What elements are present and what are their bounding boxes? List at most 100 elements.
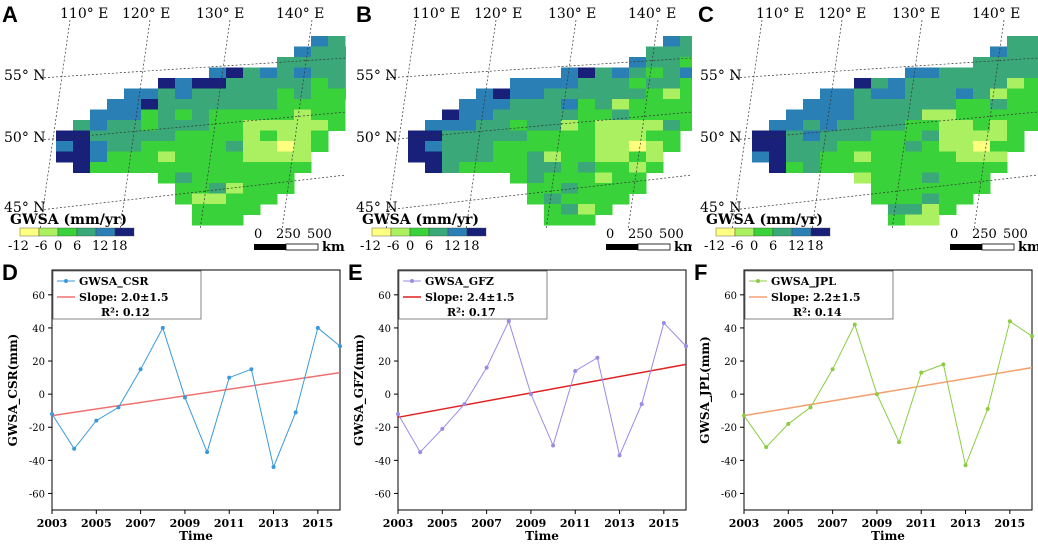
y-tick-label: -20: [721, 423, 737, 434]
map-cell: [663, 36, 681, 47]
map-cell: [90, 109, 108, 121]
map-cell: [888, 130, 906, 142]
map-cell: [260, 109, 278, 121]
map-cell: [922, 204, 940, 215]
map-cell: [73, 120, 91, 131]
legend-swatch: [715, 227, 736, 237]
map-cell: [226, 162, 244, 173]
map-cell: [493, 162, 511, 173]
map-cell: [973, 120, 991, 131]
map-cell: [311, 109, 329, 121]
map-cell: [922, 141, 940, 152]
map-cell: [345, 67, 346, 79]
map-cell: [243, 141, 261, 152]
map-cell: [888, 109, 906, 121]
legend-title: GWSA (mm/yr): [10, 212, 127, 228]
map-cell: [578, 151, 596, 163]
map-cell: [888, 151, 906, 163]
x-tick-label: 2009: [170, 517, 201, 530]
map-cell: [527, 183, 545, 194]
scale-tick: 500: [1003, 227, 1028, 242]
series-line: [743, 320, 1033, 468]
map-cell: [612, 120, 630, 131]
map-cell: [158, 109, 176, 121]
meridian-line: [39, 19, 71, 231]
map-cell: [209, 204, 227, 215]
map-cell: [175, 88, 193, 100]
map-cell: [425, 151, 443, 163]
map-cell: [459, 109, 477, 121]
meridian-line: [465, 19, 497, 231]
map-cell: [345, 57, 346, 68]
map-cell: [192, 88, 210, 100]
map-cell: [561, 67, 579, 79]
map-cell: [803, 99, 821, 110]
map-cell: [612, 67, 630, 79]
map-cell: [311, 130, 329, 142]
map-cell: [544, 162, 562, 173]
map-cell: [260, 130, 278, 142]
map-cell: [956, 172, 974, 184]
scale-bar-white: [285, 243, 319, 251]
map-cell: [158, 151, 176, 163]
map-cell: [803, 109, 821, 121]
x-tick-label: 2015: [995, 517, 1026, 530]
data-point: [551, 443, 556, 448]
map-cell: [629, 172, 647, 184]
data-point: [764, 445, 769, 450]
map-cell: [888, 88, 906, 100]
x-tick-label: 2011: [906, 517, 937, 530]
map-cell: [922, 99, 940, 110]
parallel-line: [385, 57, 692, 79]
map-cell: [510, 130, 528, 142]
map-cell: [408, 130, 426, 142]
legend-tick: 6: [73, 239, 81, 254]
map-cell: [629, 57, 647, 68]
map-cell: [107, 141, 125, 152]
map-cell: [888, 162, 906, 173]
latitude-label: 50° N: [700, 130, 742, 146]
map-cell: [973, 141, 991, 152]
meridian-line: [891, 19, 923, 231]
scale-tick: 250: [276, 227, 301, 242]
map-cell: [629, 109, 647, 121]
map-cell: [294, 46, 312, 58]
map-cell: [107, 99, 125, 110]
y-tick-label: -20: [29, 423, 45, 434]
map-cell: [226, 141, 244, 152]
map-cell: [854, 78, 872, 89]
map-cell: [294, 109, 312, 121]
map-cell: [294, 99, 312, 110]
map-cell: [595, 204, 613, 215]
map-cell: [226, 120, 244, 131]
map-cell: [209, 162, 227, 173]
map-cell: [646, 141, 664, 152]
map-cell: [820, 99, 838, 110]
legend-tick: 6: [425, 239, 433, 254]
map-cell: [820, 88, 838, 100]
map-cell: [277, 78, 295, 89]
parallel-line: [731, 111, 1038, 141]
map-cell: [595, 183, 613, 194]
map-cell: [243, 88, 261, 100]
x-tick-label: 2005: [81, 517, 112, 530]
x-axis-label: Time: [179, 529, 213, 543]
map-cell: [476, 99, 494, 110]
map-cell: [493, 151, 511, 163]
series-line: [397, 319, 687, 457]
map-cell: [905, 193, 923, 205]
map-cell: [561, 172, 579, 184]
y-tick-label: 20: [378, 357, 391, 368]
meridian-line: [627, 19, 659, 231]
map-cell: [510, 78, 528, 89]
y-tick-label: 0: [39, 390, 45, 401]
map-cell: [888, 172, 906, 184]
map-cell: [578, 141, 596, 152]
map-cell: [209, 130, 227, 142]
map-cell: [510, 120, 528, 131]
map-cell: [544, 193, 562, 205]
gwsa-map-gfz: 110° E 120° E 130° E 140° E 55° N 50° N 45° NG…: [356, 6, 692, 255]
map-cell: [854, 109, 872, 121]
map-cell: [905, 109, 923, 121]
map-cell: [990, 141, 1008, 152]
